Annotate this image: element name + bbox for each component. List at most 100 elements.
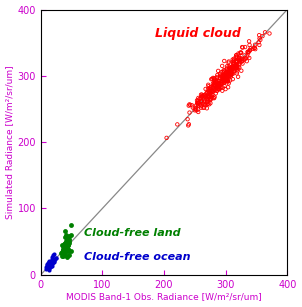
Point	[48, 260, 53, 265]
Point	[208, 101, 213, 106]
Point	[209, 95, 214, 100]
Point	[215, 87, 220, 91]
Point	[230, 77, 235, 82]
Point	[203, 93, 208, 98]
Point	[186, 103, 191, 108]
Point	[207, 88, 212, 93]
Point	[62, 250, 67, 255]
Point	[237, 65, 242, 70]
Point	[233, 64, 238, 69]
Point	[260, 34, 265, 39]
Point	[231, 66, 236, 71]
Point	[49, 260, 53, 265]
Point	[192, 108, 197, 113]
Point	[217, 86, 222, 91]
Point	[218, 81, 223, 86]
Point	[199, 102, 204, 107]
Point	[200, 92, 204, 97]
Point	[231, 58, 236, 63]
Point	[49, 261, 54, 266]
Point	[47, 261, 51, 266]
Point	[186, 122, 191, 127]
Point	[210, 92, 214, 97]
Point	[209, 94, 214, 99]
Point	[46, 261, 51, 266]
Point	[200, 95, 205, 99]
Point	[223, 79, 228, 84]
Point	[263, 30, 268, 35]
Point	[194, 108, 199, 113]
Point	[205, 90, 210, 95]
Point	[234, 53, 239, 58]
Point	[207, 95, 211, 99]
Point	[211, 86, 216, 91]
Point	[239, 68, 244, 73]
Point	[194, 103, 199, 108]
Point	[226, 81, 231, 86]
Point	[228, 78, 233, 83]
Point	[199, 94, 204, 99]
Point	[220, 76, 225, 81]
Point	[210, 89, 215, 94]
Point	[214, 83, 219, 88]
Point	[199, 103, 204, 108]
Point	[48, 261, 53, 266]
Point	[257, 42, 262, 47]
Point	[231, 64, 236, 68]
Point	[212, 94, 217, 99]
Point	[206, 84, 211, 89]
Point	[224, 78, 229, 83]
Point	[223, 78, 228, 83]
Point	[217, 82, 221, 87]
Point	[45, 263, 50, 268]
Point	[199, 95, 204, 100]
Point	[209, 85, 214, 90]
Point	[237, 57, 242, 62]
Point	[226, 71, 231, 76]
Point	[234, 59, 239, 64]
Point	[225, 69, 230, 74]
Point	[47, 259, 52, 264]
Point	[234, 62, 239, 67]
Point	[44, 267, 49, 272]
Point	[232, 56, 236, 61]
Point	[195, 101, 200, 106]
Point	[223, 76, 228, 81]
Point	[45, 266, 50, 271]
Point	[62, 246, 67, 251]
Point	[216, 87, 221, 91]
Point	[195, 98, 200, 103]
Point	[217, 82, 221, 87]
Point	[47, 261, 52, 266]
Point	[228, 67, 233, 72]
Point	[65, 254, 70, 259]
Point	[213, 91, 218, 96]
Point	[204, 93, 209, 98]
Point	[203, 94, 207, 99]
Point	[211, 76, 216, 80]
Point	[212, 82, 217, 87]
Point	[206, 97, 211, 102]
Point	[240, 45, 245, 50]
Point	[212, 84, 217, 89]
Point	[68, 249, 73, 254]
Point	[46, 263, 50, 268]
Point	[51, 260, 56, 265]
Point	[224, 69, 229, 74]
Point	[203, 92, 208, 97]
Point	[223, 75, 228, 80]
Point	[221, 80, 226, 85]
Point	[222, 73, 227, 78]
Point	[230, 64, 235, 69]
Point	[186, 123, 191, 128]
Point	[221, 74, 226, 79]
Point	[245, 54, 250, 59]
Point	[212, 96, 217, 101]
Point	[205, 99, 210, 104]
Point	[221, 72, 226, 77]
Point	[231, 61, 236, 66]
Point	[201, 93, 206, 98]
Point	[227, 65, 232, 70]
Point	[61, 254, 66, 259]
Point	[227, 73, 232, 78]
